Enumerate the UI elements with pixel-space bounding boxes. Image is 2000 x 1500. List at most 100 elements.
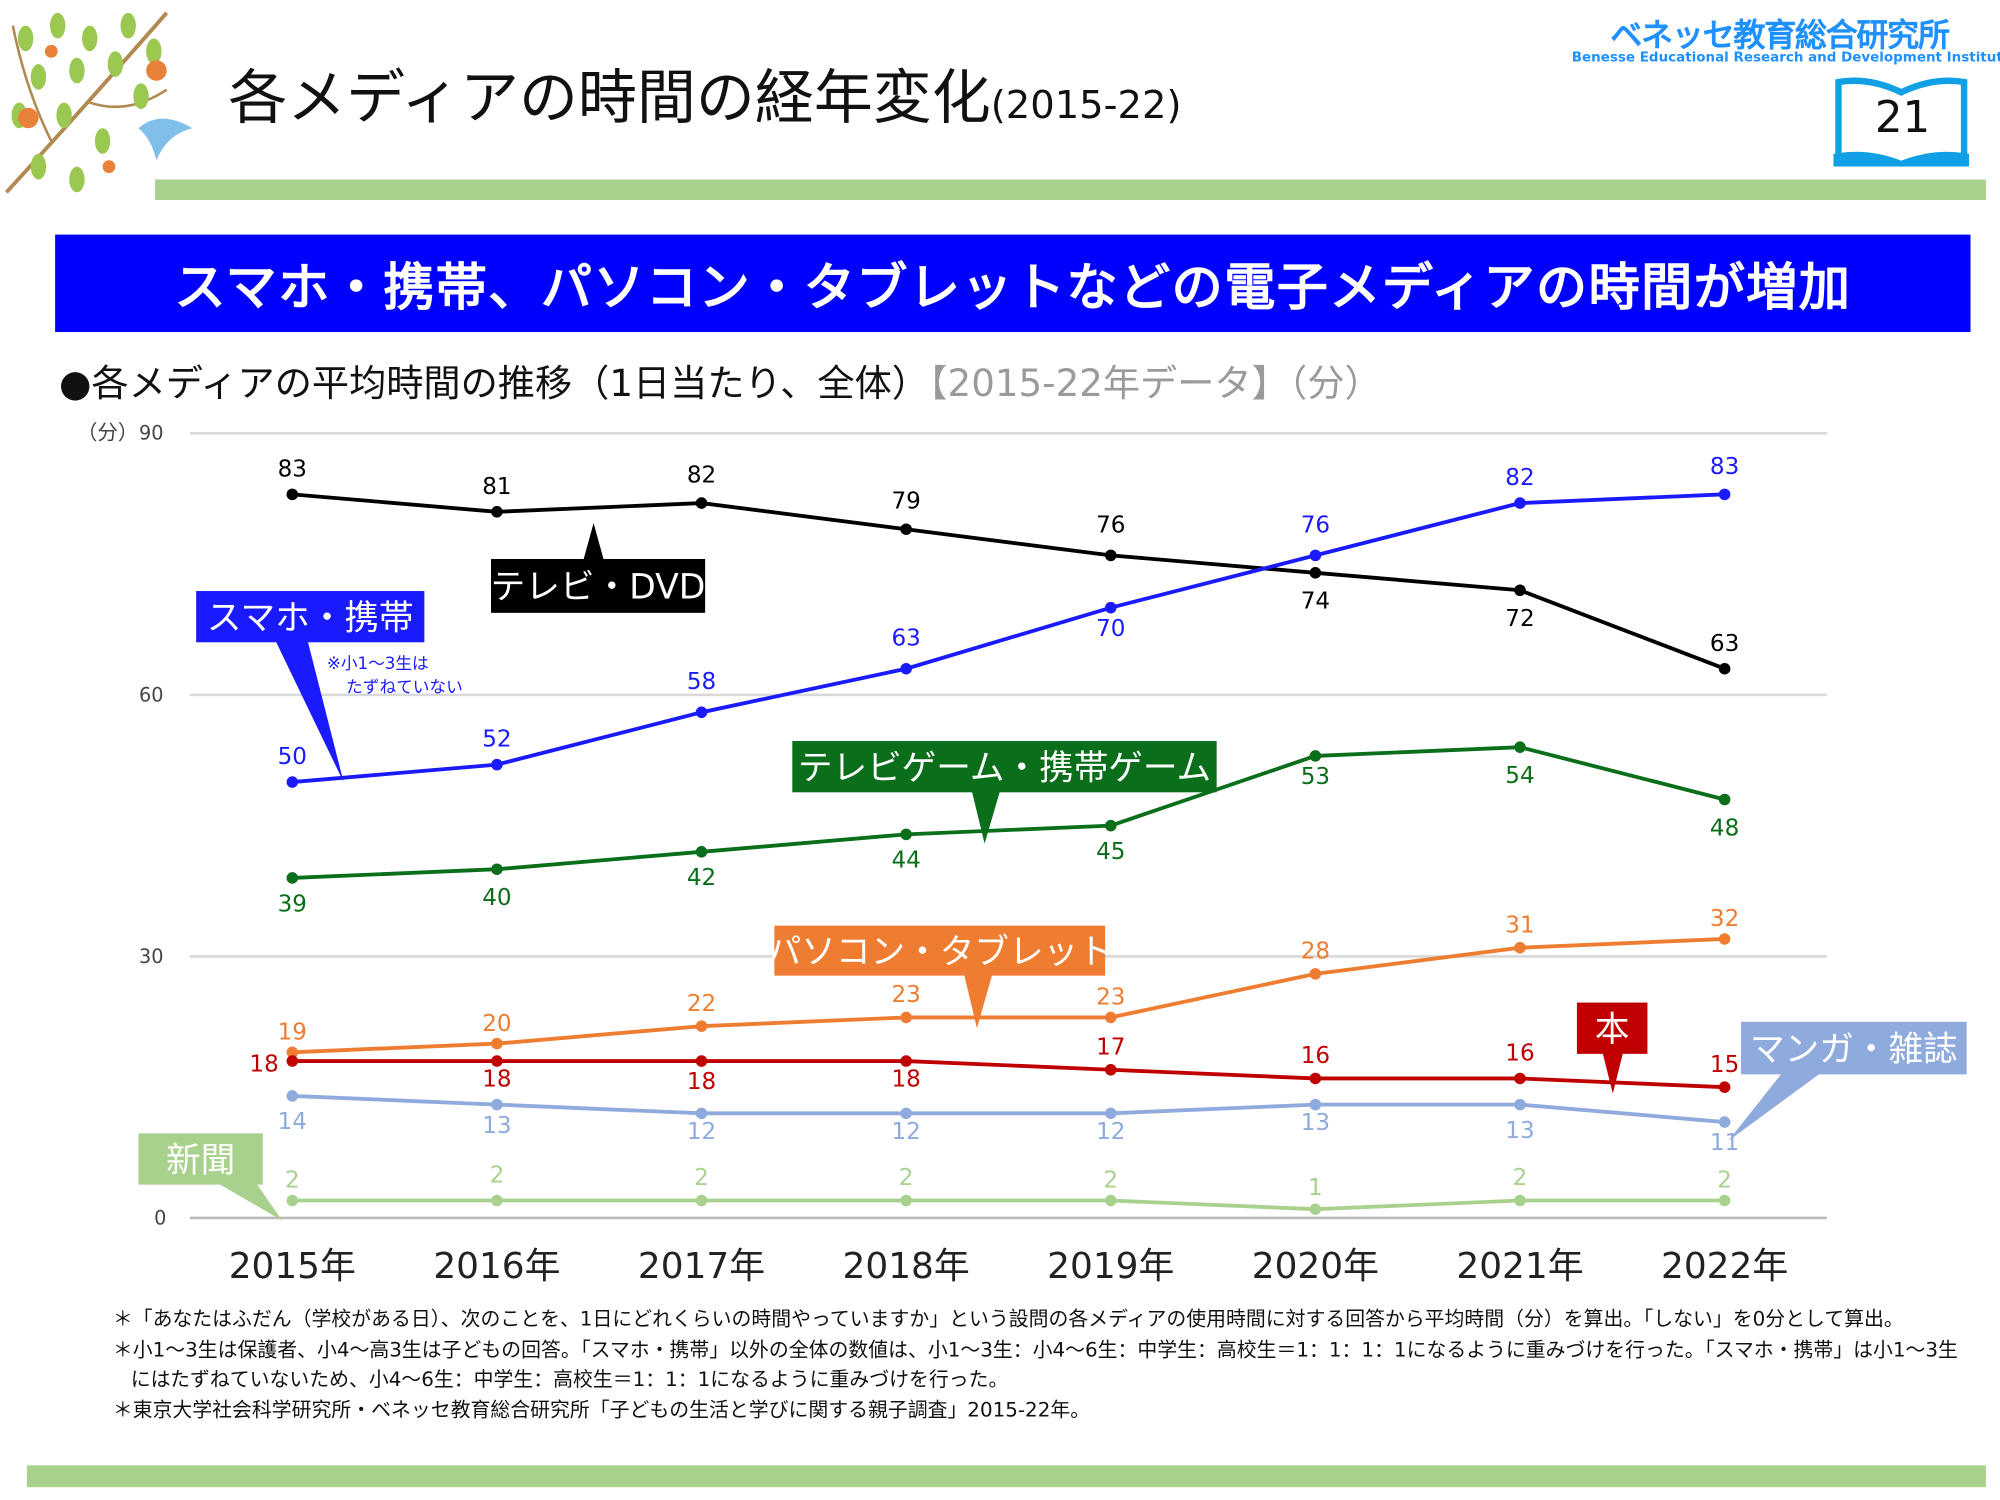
data-point <box>695 1107 708 1120</box>
logo-english: Benesse Educational Research and Develop… <box>1571 49 2000 66</box>
data-point <box>1514 741 1526 753</box>
data-label: 83 <box>1710 454 1739 480</box>
data-point <box>1104 1063 1117 1076</box>
x-tick-label: 2019年 <box>1047 1246 1174 1287</box>
data-label: 82 <box>687 463 716 489</box>
data-point <box>286 1090 299 1102</box>
data-label: 81 <box>482 474 511 500</box>
data-point <box>1309 1072 1322 1085</box>
data-label: 18 <box>687 1069 716 1095</box>
tree-branch-illustration <box>4 11 193 194</box>
series-callout-label: パソコン・タブレット <box>767 932 1113 972</box>
data-label: 39 <box>278 891 307 917</box>
data-point <box>900 1194 912 1207</box>
footnote: ＊「あなたはふだん（学校がある日）、次のことを、1日にどれくらいの時間やっていま… <box>112 1307 1904 1331</box>
series-line <box>292 745 1726 880</box>
x-tick-label: 2021年 <box>1456 1246 1583 1287</box>
callout-box <box>196 591 425 643</box>
data-point <box>695 497 708 509</box>
data-point <box>491 1194 503 1207</box>
callout-box <box>774 925 1106 976</box>
data-point <box>1718 488 1731 501</box>
data-label: 13 <box>1301 1110 1330 1136</box>
series-callout-label: 新聞 <box>166 1141 235 1181</box>
data-point <box>1718 662 1731 675</box>
subtitle-bracket: 【2015-22年データ】（分） <box>928 361 1382 406</box>
x-tick-label: 2017年 <box>638 1246 765 1287</box>
callout-pointer <box>583 523 604 561</box>
data-point <box>1104 1107 1117 1120</box>
series-note: たずねていない <box>346 677 463 696</box>
data-label: 79 <box>891 489 920 515</box>
data-point <box>1309 1098 1322 1111</box>
callout-box <box>138 1133 263 1185</box>
callout-box <box>1741 1021 1967 1075</box>
x-tick-label: 2016年 <box>433 1246 560 1287</box>
data-label: 12 <box>687 1119 716 1145</box>
data-label: 50 <box>278 744 307 770</box>
data-label: 23 <box>891 982 920 1008</box>
data-point <box>286 776 299 788</box>
data-point <box>1514 497 1526 509</box>
callout-pointer <box>1728 1073 1821 1142</box>
callout-pointer <box>971 791 1000 844</box>
data-point <box>1309 968 1322 980</box>
series-callout-label: スマホ・携帯 <box>207 598 414 638</box>
data-label: 12 <box>1096 1119 1125 1145</box>
data-label: 19 <box>278 1019 307 1045</box>
data-label: 2 <box>490 1163 505 1189</box>
data-point <box>695 706 708 719</box>
callout-pointer <box>217 1183 283 1221</box>
data-point <box>1718 793 1731 806</box>
data-label: 40 <box>482 885 511 911</box>
data-point <box>1718 933 1731 945</box>
chart-subtitle: ●各メディアの平均時間の推移（1日当たり、全体）【2015-22年データ】（分） <box>59 354 1382 408</box>
data-label: 16 <box>1505 1041 1534 1067</box>
header-divider <box>155 179 1986 200</box>
data-label: 54 <box>1505 763 1534 789</box>
y-tick-label: 30 <box>139 945 163 968</box>
data-point <box>491 1055 503 1067</box>
series-callout-label: 本 <box>1595 1010 1630 1050</box>
line-chart: 0 30 60 90（分） 2015年 2016年 2017年 2018年 2019年 2020年… <box>77 421 1967 1287</box>
data-point <box>1309 1203 1322 1215</box>
page-title: 各メディアの時間の経年変化(2015-22) <box>228 51 1181 136</box>
data-point <box>491 758 503 771</box>
data-label: 20 <box>482 1011 511 1037</box>
data-label: 82 <box>1505 465 1534 491</box>
data-label: 13 <box>482 1113 511 1139</box>
title-text: 各メディアの時間の経年変化 <box>228 62 991 133</box>
callout-box <box>491 558 706 613</box>
callout-pointer <box>964 974 993 1029</box>
data-point <box>1514 584 1526 597</box>
y-tick-label: 90 <box>139 422 163 445</box>
data-point <box>491 506 503 518</box>
data-point <box>1104 549 1117 562</box>
data-point <box>695 1194 708 1207</box>
data-point <box>286 488 299 501</box>
data-label: 1 <box>1308 1175 1323 1201</box>
data-point <box>1104 819 1117 832</box>
data-label: 2 <box>694 1165 709 1191</box>
series-line <box>292 937 1725 1055</box>
data-label: 44 <box>891 848 920 874</box>
series-line <box>292 492 1725 784</box>
page-number: 21 <box>1874 92 1931 144</box>
x-tick-label: 2018年 <box>843 1246 970 1287</box>
data-label: 83 <box>278 456 307 482</box>
callout-box <box>792 741 1217 793</box>
logo-japanese: ベネッセ教育総合研究所 <box>1610 16 1950 54</box>
data-point <box>491 1037 503 1050</box>
data-point <box>1309 567 1322 579</box>
data-point <box>695 1055 708 1067</box>
data-label: 45 <box>1096 839 1125 865</box>
data-label: 53 <box>1301 764 1330 790</box>
callout-pointer <box>1602 1052 1624 1094</box>
data-label: 32 <box>1710 906 1739 932</box>
data-label: 14 <box>278 1109 307 1135</box>
data-point <box>1514 1098 1526 1111</box>
data-point <box>1104 1194 1117 1207</box>
data-point <box>1309 750 1322 762</box>
data-label: 70 <box>1096 616 1125 642</box>
